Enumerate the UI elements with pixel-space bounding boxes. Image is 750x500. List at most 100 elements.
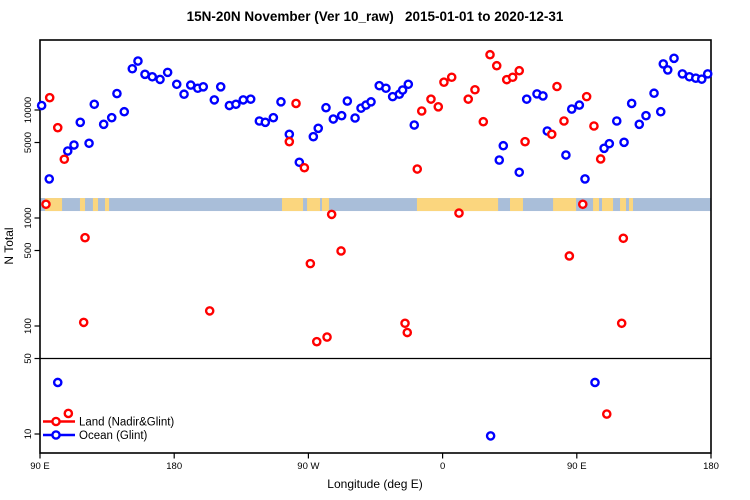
- ocean-point: [611, 116, 622, 126]
- land-point: [336, 246, 346, 256]
- ocean-point: [84, 138, 94, 149]
- ocean-point: [36, 100, 47, 111]
- land-point: [485, 49, 495, 60]
- land-point: [514, 65, 525, 76]
- x-tick-label: 180: [166, 461, 182, 472]
- land-point: [402, 327, 413, 338]
- ocean-point: [147, 71, 158, 82]
- ocean-point: [106, 112, 117, 123]
- land-point: [601, 409, 612, 419]
- ocean-point: [98, 119, 109, 130]
- ocean-point: [641, 110, 651, 121]
- ocean-point: [561, 150, 571, 160]
- land-point: [507, 72, 518, 83]
- land-point: [63, 408, 74, 419]
- land-point: [416, 106, 427, 116]
- axis-lines-layer: [39, 39, 712, 454]
- ocean-point: [328, 114, 339, 124]
- ocean-point: [655, 106, 666, 117]
- ocean-point: [215, 81, 226, 92]
- ocean-point: [514, 167, 525, 178]
- land-point: [41, 199, 51, 210]
- land-point: [412, 164, 423, 174]
- legend: Land (Nadir&Glint)Ocean (Glint): [43, 416, 174, 442]
- coast-band-land-segment: [553, 198, 577, 212]
- ocean-point: [580, 174, 590, 184]
- ocean-point: [498, 140, 509, 151]
- ocean-point: [209, 95, 220, 105]
- coast-band-land-segment: [416, 198, 499, 212]
- ocean-point: [321, 102, 331, 113]
- x-tick-label: 90 W: [297, 461, 319, 472]
- x-tick-label: 0: [440, 461, 445, 472]
- ocean-point: [179, 89, 189, 100]
- coast-band-land-segment: [105, 198, 110, 212]
- coast-band-land-segment: [628, 198, 634, 212]
- land-point: [491, 60, 502, 71]
- ocean-point: [702, 69, 713, 79]
- land-point: [433, 102, 444, 112]
- legend-label: Ocean (Glint): [79, 430, 148, 442]
- land-point: [322, 332, 332, 342]
- land-point: [426, 94, 436, 104]
- land-point: [44, 92, 55, 103]
- coast-band-land-segment: [79, 198, 86, 212]
- y-tick-label: 500: [23, 243, 34, 259]
- ocean-point: [162, 67, 173, 78]
- ocean-point: [494, 155, 505, 165]
- ocean-point: [604, 138, 615, 149]
- land-point: [546, 129, 557, 140]
- y-axis-title: N Total: [2, 227, 16, 264]
- ocean-point: [171, 79, 182, 90]
- land-point: [400, 318, 410, 329]
- legend-label: Land (Nadir&Glint): [79, 417, 174, 429]
- land-point: [478, 116, 489, 127]
- y-tick-label: 50: [23, 353, 34, 364]
- land-point: [446, 72, 457, 83]
- ocean-point: [336, 110, 347, 121]
- ocean-point: [308, 131, 319, 142]
- ocean-point: [52, 377, 63, 388]
- ocean-point: [342, 96, 353, 106]
- land-point: [463, 94, 474, 104]
- legend-marker: [51, 430, 61, 440]
- land-point: [291, 98, 301, 109]
- ocean-point: [276, 97, 286, 107]
- land-point: [520, 136, 530, 147]
- coast-band-land-segment: [509, 198, 523, 212]
- x-tick-label: 90 E: [567, 461, 587, 472]
- ocean-point: [260, 117, 271, 128]
- ocean-point: [127, 63, 138, 74]
- ocean-point: [198, 81, 209, 92]
- land-point: [589, 121, 599, 131]
- ocean-point: [366, 97, 376, 107]
- y-tick-label: 100: [23, 318, 34, 334]
- land-point: [581, 91, 592, 102]
- coast-band-land-segment: [593, 198, 600, 212]
- ocean-point: [284, 129, 295, 140]
- coast-band-land-segment: [307, 198, 321, 212]
- legend-marker: [51, 416, 61, 427]
- coast-band-land-segment: [601, 198, 614, 212]
- ocean-point: [619, 137, 629, 148]
- ocean-point: [634, 119, 645, 130]
- coast-band-land-segment: [92, 198, 99, 212]
- ocean-point: [112, 88, 122, 99]
- ocean-point: [696, 74, 707, 84]
- ocean-point: [133, 56, 143, 66]
- ocean-point: [658, 59, 669, 69]
- ocean-point: [69, 140, 79, 150]
- land-point: [326, 209, 337, 220]
- scatter-layer: [36, 49, 713, 441]
- ocean-point: [485, 431, 496, 441]
- ocean-point: [409, 120, 420, 130]
- land-point: [78, 317, 89, 328]
- land-point: [552, 81, 562, 92]
- coast-band-ocean: [40, 198, 711, 212]
- tick-layer: 90 E 180 90 W 0 90 E 180 10 50 100 500 1000 5000 100…: [23, 97, 719, 472]
- x-tick-label: 90 E: [30, 461, 50, 472]
- ocean-point: [231, 99, 241, 110]
- land-point: [59, 154, 70, 165]
- ocean-point: [119, 106, 130, 117]
- land-point: [80, 232, 90, 243]
